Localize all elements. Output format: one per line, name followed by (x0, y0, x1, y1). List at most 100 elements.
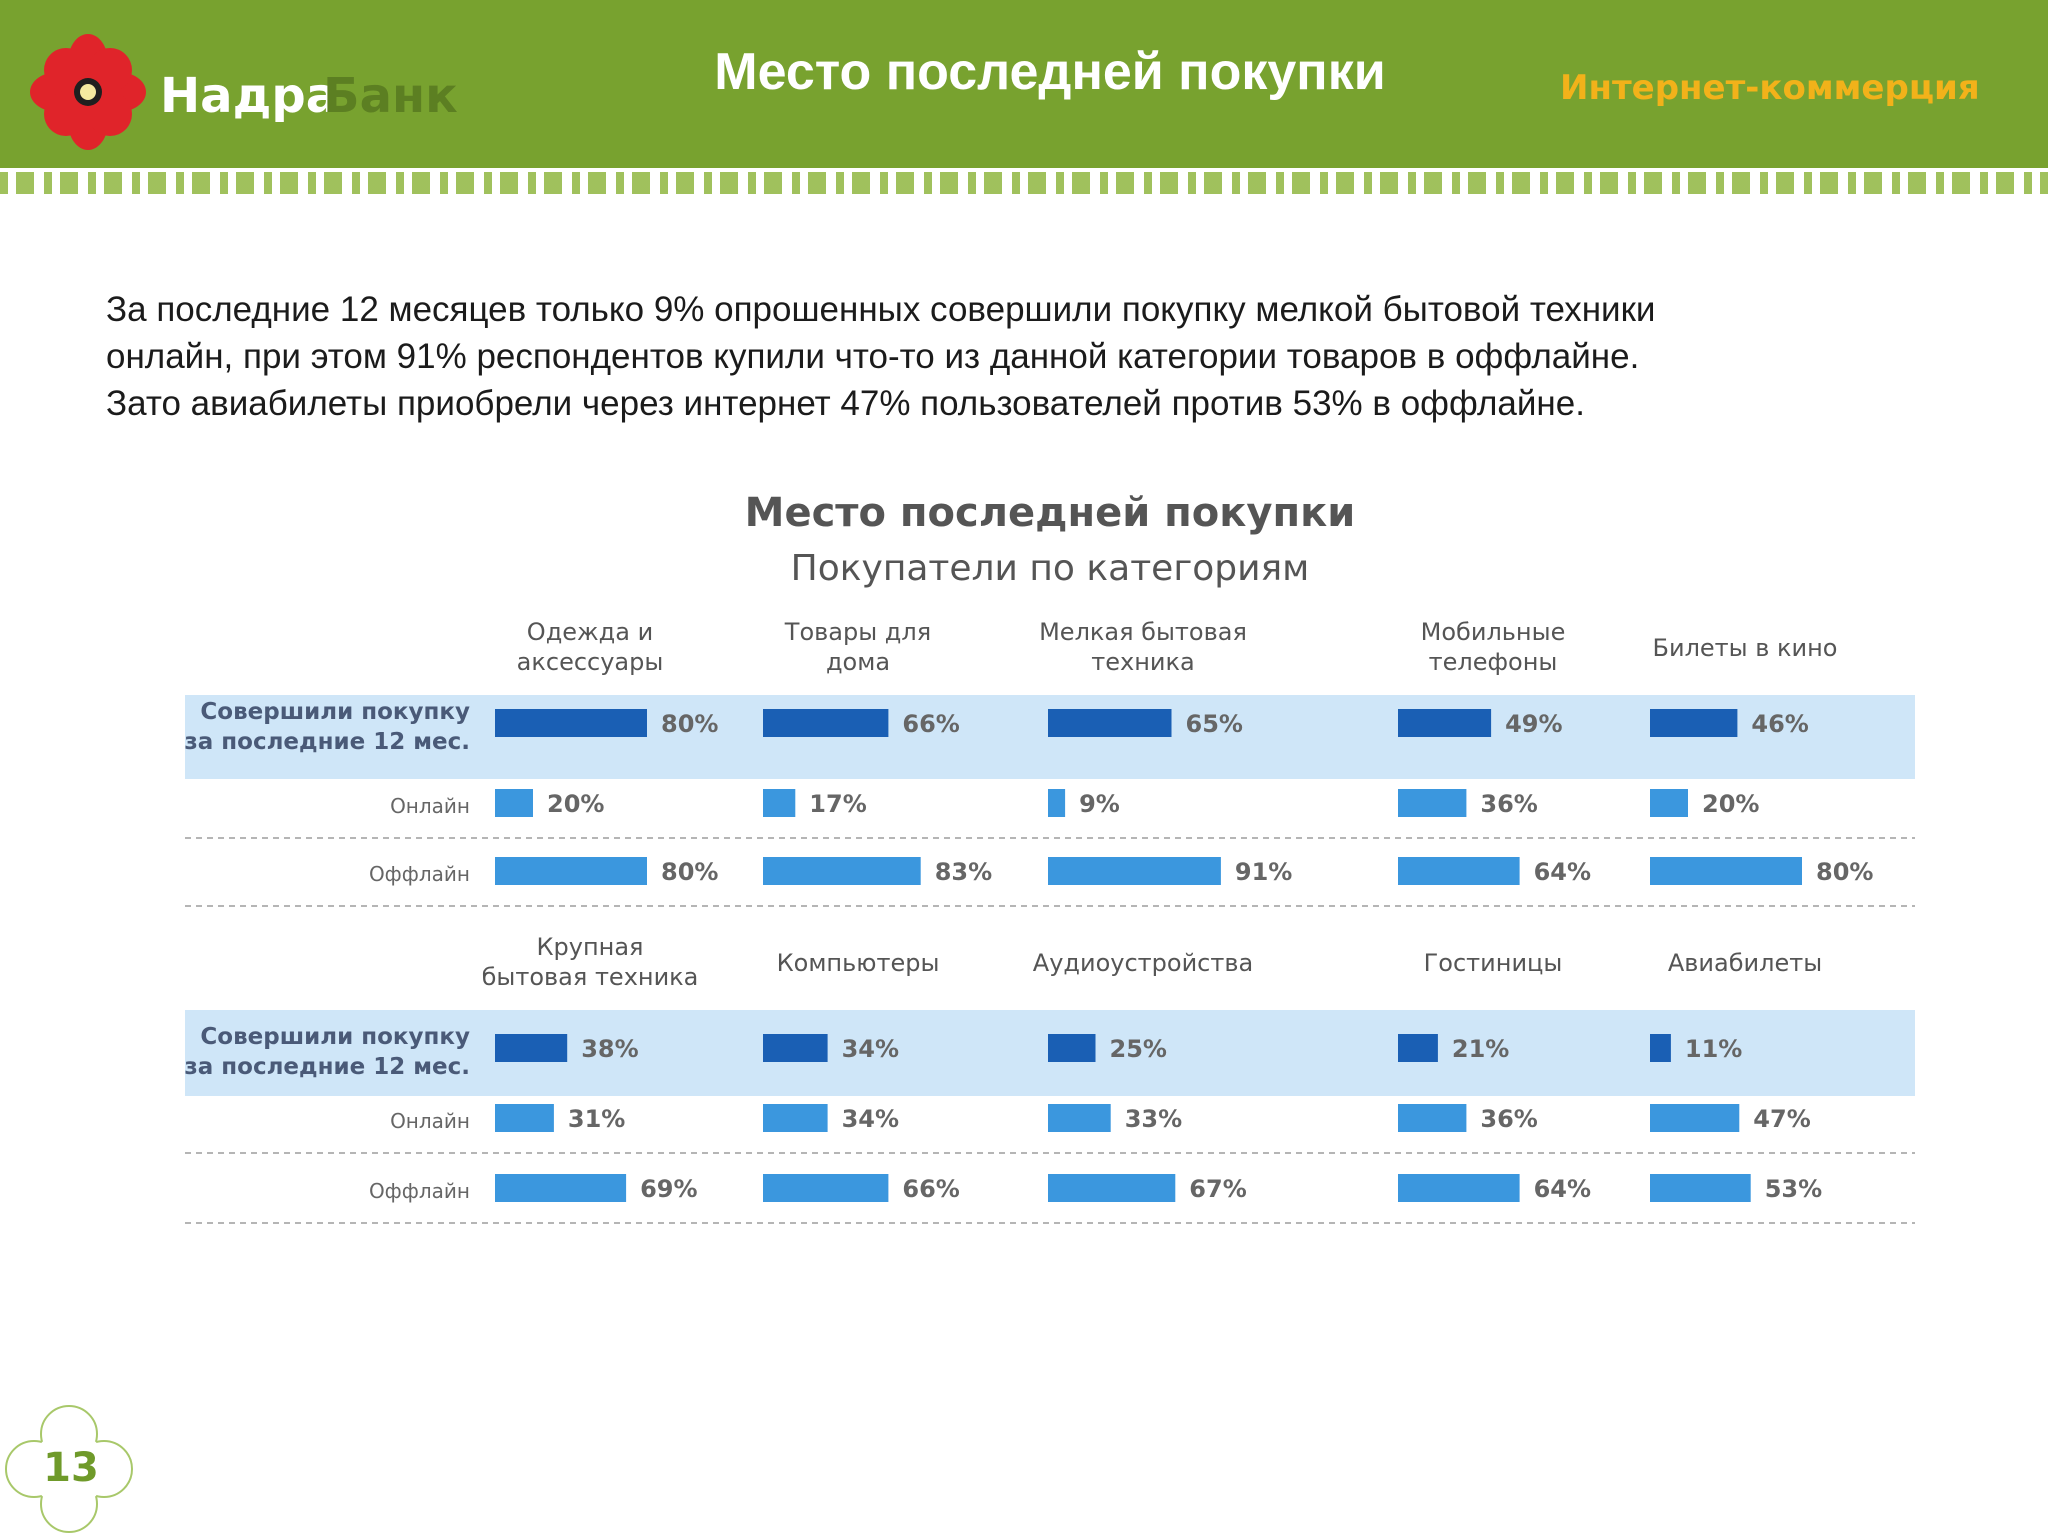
category-label: Товары для (784, 618, 931, 646)
bar-value-label: 36% (1480, 1105, 1537, 1133)
category-label: Компьютеры (777, 949, 940, 977)
bar-value-label: 34% (842, 1035, 899, 1063)
bar (763, 857, 921, 885)
category-label: бытовая техника (482, 963, 699, 991)
bar (495, 1104, 554, 1132)
category-label: телефоны (1429, 648, 1558, 676)
bar-value-label: 66% (902, 1175, 959, 1203)
intro-line: Зато авиабилеты приобрели через интернет… (106, 384, 1585, 423)
bar (1398, 709, 1492, 737)
bar-value-label: 49% (1505, 710, 1562, 738)
bar-value-label: 31% (568, 1105, 625, 1133)
page-number: 13 (43, 1445, 99, 1491)
bar-value-label: 64% (1534, 1175, 1591, 1203)
bar-value-label: 17% (809, 790, 866, 818)
bar-value-label: 34% (842, 1105, 899, 1133)
row-label: Оффлайн (369, 1179, 470, 1203)
bar (1650, 1104, 1740, 1132)
bar-value-label: 69% (640, 1175, 697, 1203)
row-label: Совершили покупку (200, 1024, 470, 1050)
bar-value-label: 83% (935, 858, 992, 886)
row-label: за последние 12 мес. (184, 1054, 470, 1080)
bar-value-label: 46% (1751, 710, 1808, 738)
category-label: Аудиоустройства (1033, 949, 1253, 977)
bar-value-label: 65% (1186, 710, 1243, 738)
bar (763, 709, 889, 737)
bar (495, 709, 647, 737)
bar-value-label: 67% (1189, 1175, 1246, 1203)
bar (1650, 789, 1688, 817)
section-label: Интернет-коммерция (1560, 68, 1980, 108)
bar-value-label: 91% (1235, 858, 1292, 886)
logo-text-primary: Надра (160, 68, 339, 124)
bar (763, 1174, 889, 1202)
bar (1398, 1174, 1520, 1202)
category-label: Авиабилеты (1668, 949, 1822, 977)
nadra-bank-logo: Надра Банк (28, 32, 458, 152)
bar-value-label: 36% (1480, 790, 1537, 818)
bar (1398, 857, 1520, 885)
bar-value-label: 20% (547, 790, 604, 818)
bar-value-label: 25% (1110, 1035, 1167, 1063)
bar (1048, 709, 1172, 737)
flower-outline-icon (5, 1405, 133, 1533)
bar (1398, 789, 1467, 817)
bar (1048, 1034, 1096, 1062)
bar (763, 789, 796, 817)
bar (1650, 857, 1802, 885)
intro-line: За последние 12 месяцев только 9% опроше… (106, 290, 1656, 329)
bar (1650, 709, 1738, 737)
bar (1048, 857, 1221, 885)
row-label: Совершили покупку (200, 699, 470, 725)
bar-value-label: 33% (1125, 1105, 1182, 1133)
bar (1650, 1034, 1671, 1062)
header-stripe (0, 172, 2048, 194)
intro-text: За последние 12 месяцев только 9% опроше… (106, 286, 1966, 427)
category-label: Гостиницы (1424, 949, 1563, 977)
chart-subtitle: Покупатели по категориям (790, 548, 1310, 589)
intro-line: онлайн, при этом 91% респондентов купили… (106, 337, 1640, 376)
flower-logo-icon (30, 34, 146, 150)
category-label: Мобильные (1421, 618, 1566, 646)
bar (1398, 1104, 1467, 1132)
bar (763, 1034, 828, 1062)
row-label: Онлайн (390, 794, 470, 818)
bar (1398, 1034, 1438, 1062)
bar-value-label: 11% (1685, 1035, 1742, 1063)
bar-value-label: 21% (1452, 1035, 1509, 1063)
category-label: аксессуары (517, 648, 664, 676)
row-label: Оффлайн (369, 862, 470, 886)
slide-header (0, 0, 2048, 168)
bar-value-label: 80% (661, 710, 718, 738)
category-label: Мелкая бытовая (1039, 618, 1247, 646)
bar-value-label: 80% (1816, 858, 1873, 886)
bar-value-label: 20% (1702, 790, 1759, 818)
bar-value-label: 47% (1753, 1105, 1810, 1133)
category-label: Крупная (536, 933, 643, 961)
bar (495, 789, 533, 817)
category-label: техника (1091, 648, 1194, 676)
bar (495, 1174, 627, 1202)
bar (495, 857, 647, 885)
bar (495, 1034, 568, 1062)
category-label: Одежда и (527, 618, 653, 646)
bar-value-label: 66% (902, 710, 959, 738)
row-label: за последние 12 мес. (184, 729, 470, 755)
row-label: Онлайн (390, 1109, 470, 1133)
bar-value-label: 53% (1765, 1175, 1822, 1203)
bar-value-label: 80% (661, 858, 718, 886)
bar (1048, 1104, 1111, 1132)
chart-title: Место последней покупки (744, 490, 1356, 536)
bar-value-label: 64% (1534, 858, 1591, 886)
bar (1048, 789, 1066, 817)
bar-value-label: 9% (1079, 790, 1120, 818)
category-label: Билеты в кино (1653, 634, 1838, 662)
category-label: дома (826, 648, 890, 676)
bar (1048, 1174, 1176, 1202)
bar (1650, 1174, 1751, 1202)
slide-title: Место последней покупки (714, 43, 1386, 101)
bar-value-label: 38% (581, 1035, 638, 1063)
bar (763, 1104, 828, 1132)
logo-text-secondary: Банк (323, 68, 458, 124)
